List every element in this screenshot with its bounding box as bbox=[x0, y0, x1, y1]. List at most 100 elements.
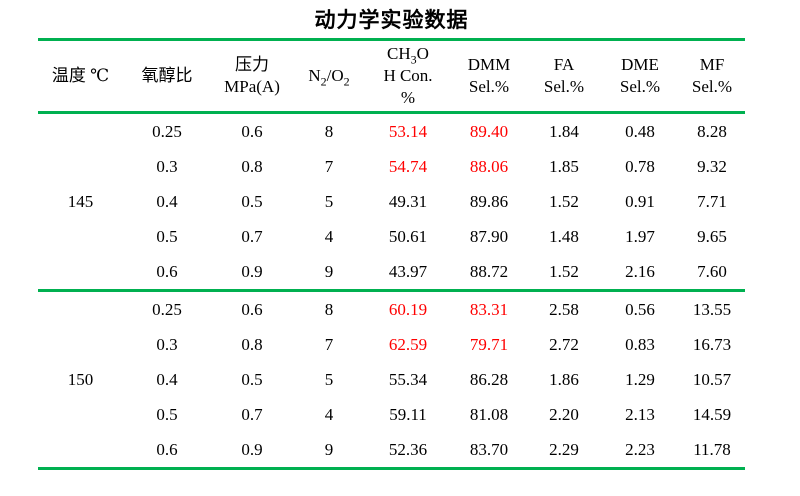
data-row: 0.5 0.7 4 59.11 81.08 2.20 2.13 14.59 bbox=[38, 397, 745, 432]
cell-ch3oh: 49.31 bbox=[388, 191, 428, 211]
cell-pressure: 0.8 bbox=[241, 156, 263, 176]
cell-dme: 2.16 bbox=[625, 261, 655, 281]
cell-ch3oh: 52.36 bbox=[388, 439, 428, 459]
cell-ch3oh: 43.97 bbox=[388, 261, 428, 281]
column-header-pressure: 压力 MPa(A) bbox=[224, 55, 280, 96]
column-header-temperature: 温度 ℃ bbox=[51, 66, 110, 85]
data-row: 0.5 0.7 4 50.61 87.90 1.48 1.97 9.65 bbox=[38, 219, 745, 254]
cell-dmm: 89.86 bbox=[469, 191, 509, 211]
cell-n2o2: 4 bbox=[324, 226, 334, 246]
cell-mf: 7.60 bbox=[697, 261, 727, 281]
cell-mf: 11.78 bbox=[693, 439, 731, 459]
cell-pressure: 0.7 bbox=[241, 404, 263, 424]
cell-pressure: 0.9 bbox=[241, 439, 263, 459]
cell-dmm: 83.31 bbox=[469, 299, 509, 319]
cell-ch3oh: 59.11 bbox=[389, 404, 427, 424]
cell-dme: 2.23 bbox=[625, 439, 655, 459]
cell-dme: 0.48 bbox=[625, 121, 655, 141]
cell-ch3oh: 53.14 bbox=[388, 121, 428, 141]
header-row: 温度 ℃ 氧醇比 压力 MPa(A) N2/O2 CH3O H Con.% DMM Sel.% F… bbox=[38, 40, 745, 113]
cell-fa: 2.72 bbox=[549, 334, 579, 354]
cell-mf: 10.57 bbox=[692, 369, 732, 389]
cell-ch3oh: 55.34 bbox=[388, 369, 428, 389]
cell-fa: 1.84 bbox=[549, 121, 579, 141]
cell-pressure: 0.9 bbox=[241, 261, 263, 281]
data-row: 0.3 0.8 7 62.59 79.71 2.72 0.83 16.73 bbox=[38, 327, 745, 362]
cell-fa: 1.85 bbox=[549, 156, 579, 176]
cell-fa: 1.86 bbox=[549, 369, 579, 389]
cell-ratio: 0.6 bbox=[156, 261, 178, 281]
cell-n2o2: 9 bbox=[324, 439, 334, 459]
cell-n2o2: 7 bbox=[324, 334, 334, 354]
cell-ratio: 0.25 bbox=[152, 121, 182, 141]
cell-dme: 1.97 bbox=[625, 226, 655, 246]
table-head: 温度 ℃ 氧醇比 压力 MPa(A) N2/O2 CH3O H Con.% DMM Sel.% F… bbox=[38, 39, 745, 113]
kinetics-data-table: 温度 ℃ 氧醇比 压力 MPa(A) N2/O2 CH3O H Con.% DMM Sel.% F… bbox=[38, 38, 745, 470]
cell-dmm: 79.71 bbox=[469, 334, 509, 354]
cell-dme: 1.29 bbox=[625, 369, 655, 389]
cell-ratio: 0.3 bbox=[156, 156, 178, 176]
cell-dme: 0.56 bbox=[625, 299, 655, 319]
cell-ratio: 0.5 bbox=[156, 226, 178, 246]
cell-pressure: 0.7 bbox=[241, 226, 263, 246]
column-header-ch3oh: CH3O H Con.% bbox=[383, 44, 433, 107]
cell-fa: 1.52 bbox=[549, 261, 579, 281]
cell-pressure: 0.5 bbox=[241, 369, 263, 389]
cell-n2o2: 7 bbox=[324, 156, 334, 176]
cell-dme: 0.91 bbox=[625, 191, 655, 211]
cell-temperature: 150 bbox=[67, 369, 94, 389]
cell-mf: 16.73 bbox=[692, 334, 732, 354]
cell-ch3oh: 54.74 bbox=[388, 156, 428, 176]
cell-pressure: 0.5 bbox=[241, 191, 263, 211]
cell-ratio: 0.4 bbox=[156, 369, 178, 389]
cell-n2o2: 8 bbox=[324, 299, 334, 319]
column-header-n2o2: N2/O2 bbox=[308, 66, 350, 89]
cell-fa: 1.52 bbox=[549, 191, 579, 211]
cell-dmm: 88.06 bbox=[469, 156, 509, 176]
cell-dmm: 81.08 bbox=[469, 404, 509, 424]
data-row: 0.3 0.8 7 54.74 88.06 1.85 0.78 9.32 bbox=[38, 149, 745, 184]
cell-dmm: 83.70 bbox=[469, 439, 509, 459]
cell-pressure: 0.6 bbox=[241, 121, 263, 141]
cell-ratio: 0.5 bbox=[156, 404, 178, 424]
cell-temperature: 145 bbox=[67, 191, 94, 211]
cell-dmm: 88.72 bbox=[469, 261, 509, 281]
column-header-fa: FA Sel.% bbox=[543, 55, 585, 96]
data-row: 0.6 0.9 9 52.36 83.70 2.29 2.23 11.78 bbox=[38, 432, 745, 469]
cell-n2o2: 5 bbox=[324, 191, 334, 211]
cell-ch3oh: 50.61 bbox=[388, 226, 428, 246]
cell-ratio: 0.6 bbox=[156, 439, 178, 459]
cell-fa: 2.58 bbox=[549, 299, 579, 319]
cell-n2o2: 5 bbox=[324, 369, 334, 389]
cell-ratio: 0.4 bbox=[156, 191, 178, 211]
cell-ratio: 0.3 bbox=[156, 334, 178, 354]
cell-n2o2: 8 bbox=[324, 121, 334, 141]
cell-pressure: 0.8 bbox=[241, 334, 263, 354]
temperature-group-145: 145 0.25 0.6 8 53.14 89.40 1.84 0.48 8.28 0.3 0.8 7… bbox=[38, 113, 745, 291]
data-row: 150 0.25 0.6 8 60.19 83.31 2.58 0.56 13.55 bbox=[38, 291, 745, 389]
cell-n2o2: 4 bbox=[324, 404, 334, 424]
column-header-ratio: 氧醇比 bbox=[141, 66, 193, 85]
column-header-mf: MF Sel.% bbox=[691, 55, 733, 96]
cell-mf: 8.28 bbox=[697, 121, 727, 141]
column-header-dme: DME Sel.% bbox=[619, 55, 661, 96]
temperature-group-150: 150 0.25 0.6 8 60.19 83.31 2.58 0.56 13.55 0.3 0.8… bbox=[38, 291, 745, 469]
cell-fa: 1.48 bbox=[549, 226, 579, 246]
cell-pressure: 0.6 bbox=[241, 299, 263, 319]
data-row: 0.4 0.5 5 49.31 89.86 1.52 0.91 7.71 bbox=[38, 184, 745, 219]
cell-dme: 0.83 bbox=[625, 334, 655, 354]
cell-dme: 2.13 bbox=[625, 404, 655, 424]
data-row: 0.6 0.9 9 43.97 88.72 1.52 2.16 7.60 bbox=[38, 254, 745, 291]
column-header-dmm: DMM Sel.% bbox=[467, 55, 511, 96]
cell-dmm: 87.90 bbox=[469, 226, 509, 246]
cell-mf: 9.65 bbox=[697, 226, 727, 246]
cell-fa: 2.29 bbox=[549, 439, 579, 459]
table-title: 动力学实验数据 bbox=[314, 8, 469, 32]
cell-ch3oh: 60.19 bbox=[388, 299, 428, 319]
data-row: 0.4 0.5 5 55.34 86.28 1.86 1.29 10.57 bbox=[38, 362, 745, 397]
cell-mf: 9.32 bbox=[697, 156, 727, 176]
cell-dmm: 89.40 bbox=[469, 121, 509, 141]
cell-fa: 2.20 bbox=[549, 404, 579, 424]
cell-mf: 13.55 bbox=[692, 299, 732, 319]
